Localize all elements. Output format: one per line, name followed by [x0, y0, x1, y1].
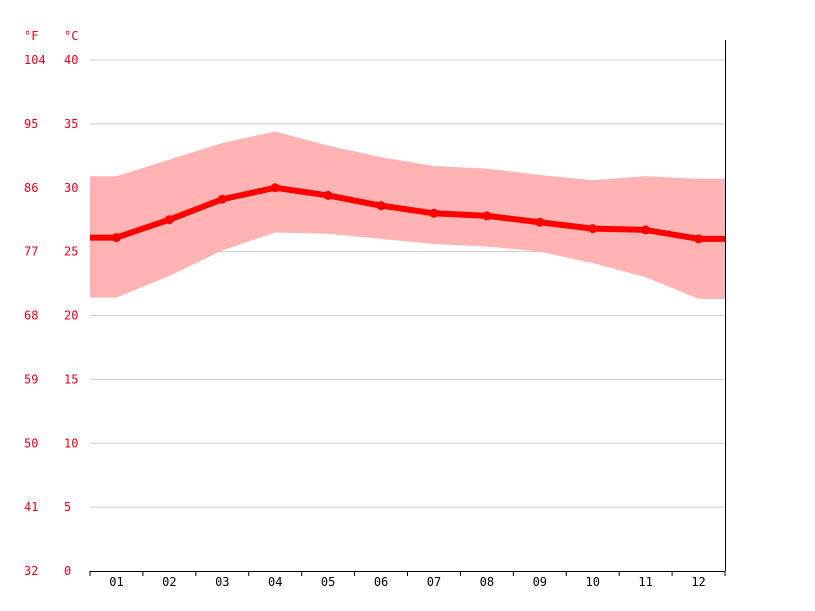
x-tick-label: 01 — [109, 575, 123, 589]
data-points — [111, 183, 704, 244]
data-point — [376, 201, 386, 211]
fahrenheit-tick-label: 32 — [24, 564, 38, 578]
fahrenheit-tick-label: 41 — [24, 500, 38, 514]
data-point — [588, 224, 598, 234]
celsius-tick-label: 20 — [64, 309, 78, 323]
data-point — [270, 183, 280, 193]
data-point — [323, 190, 333, 200]
x-axis-ticks: 01 02 03 04 05 06 07 08 09 10 11 12 — [89, 571, 726, 589]
x-tick-label: 02 — [162, 575, 176, 589]
data-point — [641, 225, 651, 235]
x-tick-label: 09 — [533, 575, 547, 589]
fahrenheit-unit-label: °F — [24, 29, 38, 43]
fahrenheit-tick-label: 86 — [24, 181, 38, 195]
temperature-range-band — [90, 131, 725, 299]
celsius-tick-label: 15 — [64, 372, 78, 386]
fahrenheit-tick-label: 95 — [24, 117, 38, 131]
fahrenheit-tick-label: 68 — [24, 309, 38, 323]
x-tick-label: 04 — [268, 575, 282, 589]
x-tick-label: 07 — [427, 575, 441, 589]
celsius-tick-label: 40 — [64, 53, 78, 67]
data-point — [111, 233, 121, 243]
x-tick-label: 11 — [638, 575, 652, 589]
x-tick-label: 03 — [215, 575, 229, 589]
y-axis-labels: 0 32 5 41 10 50 15 59 20 68 25 77 30 86 35 95 40 104 — [24, 53, 78, 578]
celsius-tick-label: 35 — [64, 117, 78, 131]
fahrenheit-tick-label: 104 — [24, 53, 46, 67]
x-tick-label: 05 — [321, 575, 335, 589]
data-point — [535, 217, 545, 227]
gridlines — [90, 59, 725, 508]
x-tick-label: 06 — [374, 575, 388, 589]
average-temperature-line — [90, 184, 725, 242]
celsius-unit-label: °C — [64, 29, 78, 43]
x-tick-label: 12 — [691, 575, 705, 589]
fahrenheit-tick-label: 77 — [24, 245, 38, 259]
x-tick-label: 08 — [480, 575, 494, 589]
data-point — [217, 194, 227, 204]
data-point — [164, 215, 174, 225]
celsius-tick-label: 25 — [64, 245, 78, 259]
data-point — [694, 234, 704, 244]
data-point — [429, 208, 439, 218]
celsius-tick-label: 0 — [64, 564, 71, 578]
fahrenheit-tick-label: 59 — [24, 372, 38, 386]
x-tick-label: 10 — [585, 575, 599, 589]
data-point — [482, 211, 492, 221]
fahrenheit-tick-label: 50 — [24, 436, 38, 450]
celsius-tick-label: 10 — [64, 436, 78, 450]
celsius-tick-label: 5 — [64, 500, 71, 514]
celsius-tick-label: 30 — [64, 181, 78, 195]
